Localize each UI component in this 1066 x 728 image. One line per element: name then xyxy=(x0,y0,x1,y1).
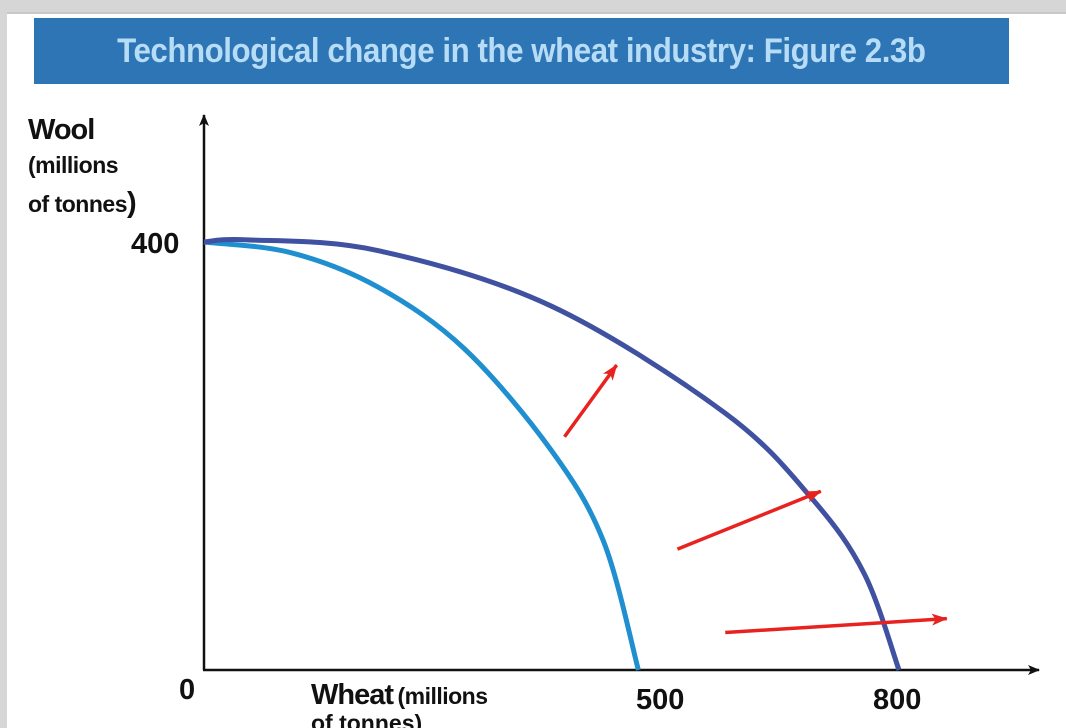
x-tick-800: 800 xyxy=(873,684,922,716)
plot-area xyxy=(199,114,1040,675)
shift-arrow xyxy=(676,489,822,551)
y-tick-0: 0 xyxy=(179,674,196,706)
chart-title: Technological change in the wheat indust… xyxy=(117,31,926,70)
x-axis-label: Wheat (millions xyxy=(311,679,488,712)
shift-arrow xyxy=(563,364,619,438)
x-axis-label-main: Wheat xyxy=(311,679,394,711)
x-axis-label-rest: (millions xyxy=(397,683,488,709)
title-bar: Technological change in the wheat indust… xyxy=(34,18,1009,84)
y-axis-label-line3: of tonnes xyxy=(28,191,128,217)
x-tick-500: 500 xyxy=(636,684,685,716)
slide: Technological change in the wheat indust… xyxy=(7,12,1066,728)
x-axis-label-line2: of tonnes) xyxy=(311,710,423,728)
new-ppf-curve xyxy=(203,237,902,671)
y-axis-label-main: Wool xyxy=(28,114,95,146)
y-tick-400: 400 xyxy=(131,228,180,260)
y-axis-label: Wool (millions of tonnes) xyxy=(28,114,137,223)
y-axis-label-line2: (millions xyxy=(28,152,119,178)
y-axis-label-paren: ) xyxy=(127,187,137,219)
original-ppf-curve xyxy=(203,239,641,671)
shift-arrow xyxy=(725,613,948,635)
